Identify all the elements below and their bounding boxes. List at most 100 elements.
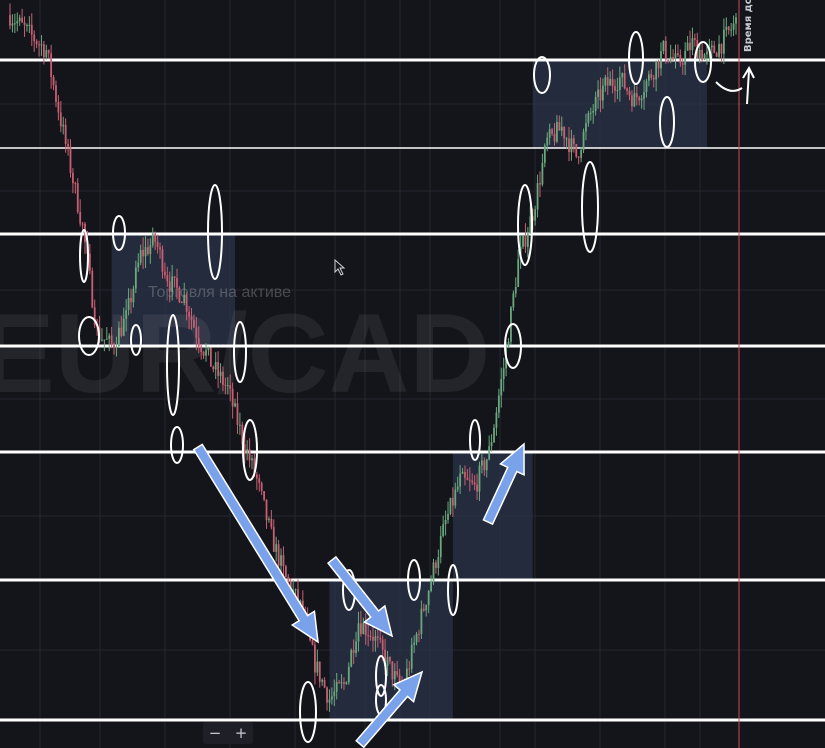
candle-body [13,23,16,25]
candle-body [652,77,655,80]
candle-body [236,403,239,425]
arrow-annotation [327,555,394,638]
candle-body [638,97,641,101]
candle-body [72,173,74,184]
candle-body [524,235,527,247]
candle-body [127,297,130,311]
candle-body [577,156,580,158]
candle-body [183,294,186,303]
candle-body [408,668,411,670]
candle-body [727,26,730,31]
candle-body [67,143,69,147]
candle-body [517,259,520,287]
ellipse-mark [447,564,459,616]
candle-body [507,341,510,347]
candle-body [660,51,662,69]
candle-body [616,89,619,91]
candle-body [275,544,278,552]
candle-body [282,555,285,567]
candle-body [502,368,505,379]
candle-body [541,162,544,185]
candle-body [606,77,609,86]
candle-body [568,138,570,153]
candle-body [478,465,481,492]
candle-body [323,679,326,688]
candle-body [558,122,561,131]
candle-body [364,622,367,636]
ellipse-mark [694,41,712,83]
candle-body [529,216,532,234]
candle-body [185,294,188,312]
ellipse-mark [112,215,126,251]
arrow-annotation [192,443,319,644]
candle-body [454,489,457,506]
ellipse-mark [233,321,247,383]
candle-body [149,245,152,255]
candle-body [142,249,144,257]
zoom-in-button[interactable]: + [234,724,248,742]
candle-body [330,696,333,700]
candle-body [251,458,253,461]
candle-body [512,293,515,308]
candle-body [64,124,67,144]
candle-body [132,288,135,303]
candle-body [345,682,348,684]
candle-body [134,267,137,289]
candle-body [137,262,140,268]
candle-body [628,90,631,96]
candle-body [415,633,418,643]
candle-body [735,17,737,24]
candle-body [609,79,612,86]
candle-body [222,371,224,385]
candle-body [444,519,447,525]
ellipse-mark [166,314,180,416]
candle-body [451,498,454,506]
candle-body [713,45,716,53]
candle-body [171,276,174,292]
candle-body [270,518,273,528]
candle-body [580,149,583,158]
candle-body [311,640,314,645]
candle-body [360,623,362,634]
candle-body [316,661,319,673]
candle-body [76,183,79,212]
candle-body [372,636,374,641]
candle-body [599,89,602,101]
candle-body [476,484,478,492]
candle-body [212,366,215,370]
candle-body [287,576,290,582]
candle-body [343,682,345,684]
candle-body [91,270,94,308]
candle-body [159,247,161,250]
candle-body [657,61,660,69]
candle-body [664,40,667,60]
candle-body [151,233,154,246]
candle-body [565,138,568,140]
candle-body [672,57,674,60]
candle-body [604,77,607,86]
candle-body [188,311,190,317]
candle-body [585,123,587,132]
candle-body [647,74,650,81]
candle-body [115,346,118,348]
candle-body [193,319,195,328]
candle-body [35,41,38,45]
zoom-out-button[interactable]: − [208,724,222,742]
candle-body [226,385,229,387]
candle-body [725,26,728,30]
candle-body [197,337,200,347]
candle-body [147,247,149,255]
arrow-annotations [192,442,525,748]
ellipse-mark [469,419,481,461]
candle-body [381,639,384,650]
candle-body [33,34,36,42]
candle-body [597,89,599,97]
ellipse-mark [504,323,522,369]
candle-body [328,699,331,703]
candle-body [205,350,207,356]
candle-body [105,338,108,340]
candle-body [355,641,357,653]
candle-body [231,388,234,407]
candle-body [156,241,159,248]
